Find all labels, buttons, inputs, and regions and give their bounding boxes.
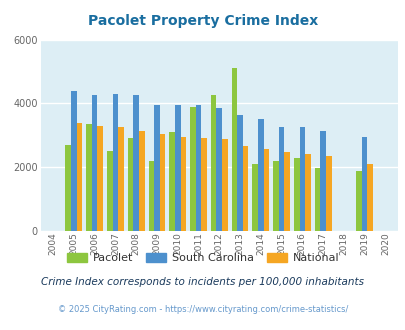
Bar <box>320 130 325 231</box>
Bar <box>201 139 207 231</box>
Bar <box>210 95 216 231</box>
Bar <box>273 161 278 231</box>
Bar <box>278 127 284 231</box>
Bar <box>154 105 159 231</box>
Bar <box>107 151 112 231</box>
Bar <box>92 95 97 231</box>
Text: Pacolet Property Crime Index: Pacolet Property Crime Index <box>87 15 318 28</box>
Bar <box>86 124 92 231</box>
Text: Crime Index corresponds to incidents per 100,000 inhabitants: Crime Index corresponds to incidents per… <box>41 278 364 287</box>
Bar <box>112 94 118 231</box>
Bar <box>216 108 222 231</box>
Bar <box>252 164 257 231</box>
Bar <box>195 105 201 231</box>
Bar <box>175 105 180 231</box>
Bar <box>231 68 237 231</box>
Bar <box>314 168 320 231</box>
Bar <box>133 95 139 231</box>
Bar <box>148 161 154 231</box>
Bar <box>118 127 124 231</box>
Bar <box>293 158 299 231</box>
Bar <box>169 132 175 231</box>
Bar <box>180 137 185 231</box>
Bar <box>242 146 248 231</box>
Bar <box>222 139 227 231</box>
Bar <box>159 134 165 231</box>
Bar <box>361 137 367 231</box>
Bar <box>237 115 242 231</box>
Bar <box>257 119 263 231</box>
Text: © 2025 CityRating.com - https://www.cityrating.com/crime-statistics/: © 2025 CityRating.com - https://www.city… <box>58 305 347 314</box>
Bar <box>128 139 133 231</box>
Bar <box>367 164 372 231</box>
Bar <box>284 152 289 231</box>
Bar <box>299 127 305 231</box>
Bar <box>65 145 71 231</box>
Bar <box>190 107 195 231</box>
Bar <box>305 154 310 231</box>
Legend: Pacolet, South Carolina, National: Pacolet, South Carolina, National <box>62 248 343 268</box>
Bar <box>263 149 269 231</box>
Bar <box>97 126 103 231</box>
Bar <box>139 130 144 231</box>
Bar <box>355 171 361 231</box>
Bar <box>77 122 82 231</box>
Bar <box>325 156 331 231</box>
Bar <box>71 91 77 231</box>
